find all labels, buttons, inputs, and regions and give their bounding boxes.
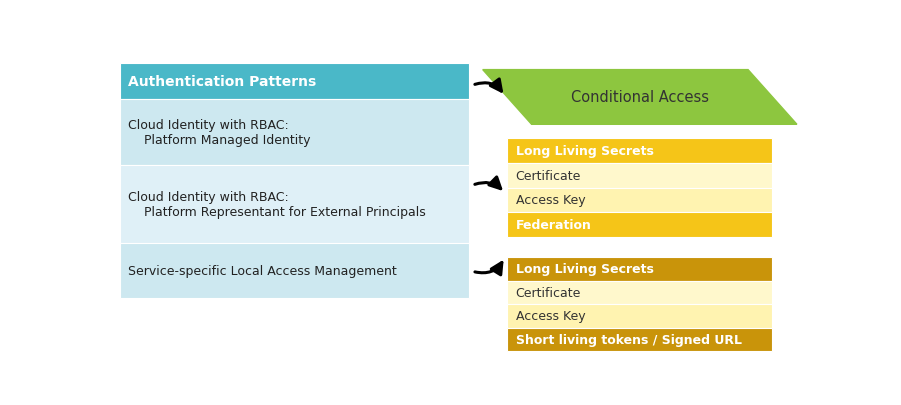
FancyBboxPatch shape	[507, 188, 772, 213]
Text: Cloud Identity with RBAC:
    Platform Representant for External Principals: Cloud Identity with RBAC: Platform Repre…	[128, 191, 426, 218]
FancyBboxPatch shape	[120, 64, 469, 100]
Text: Access Key: Access Key	[515, 194, 585, 207]
Text: Long Living Secrets: Long Living Secrets	[515, 263, 653, 276]
Text: Certificate: Certificate	[515, 169, 581, 182]
FancyBboxPatch shape	[507, 164, 772, 188]
FancyBboxPatch shape	[507, 328, 772, 351]
FancyBboxPatch shape	[507, 258, 772, 281]
Text: Authentication Patterns: Authentication Patterns	[128, 75, 316, 89]
Text: Short living tokens / Signed URL: Short living tokens / Signed URL	[515, 333, 742, 346]
Text: Certificate: Certificate	[515, 286, 581, 299]
FancyBboxPatch shape	[507, 304, 772, 328]
Text: Service-specific Local Access Management: Service-specific Local Access Management	[128, 264, 396, 277]
FancyBboxPatch shape	[120, 243, 469, 298]
Text: Long Living Secrets: Long Living Secrets	[515, 145, 653, 158]
Text: Access Key: Access Key	[515, 309, 585, 322]
FancyBboxPatch shape	[507, 139, 772, 164]
Text: Conditional Access: Conditional Access	[571, 90, 709, 105]
FancyBboxPatch shape	[507, 281, 772, 304]
Text: Cloud Identity with RBAC:
    Platform Managed Identity: Cloud Identity with RBAC: Platform Manag…	[128, 119, 311, 147]
Polygon shape	[483, 70, 796, 125]
FancyBboxPatch shape	[120, 100, 469, 166]
Text: Federation: Federation	[515, 219, 591, 232]
FancyBboxPatch shape	[507, 213, 772, 237]
FancyBboxPatch shape	[120, 166, 469, 243]
